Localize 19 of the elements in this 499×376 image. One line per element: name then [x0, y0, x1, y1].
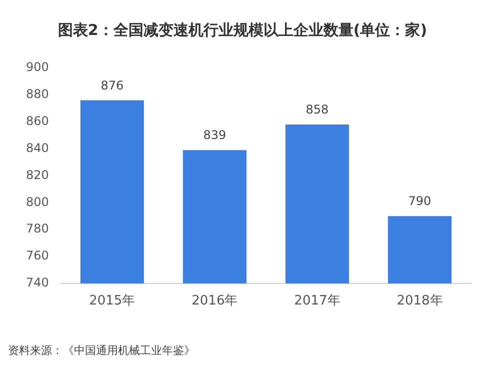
- y-tick-label: 820: [26, 168, 49, 182]
- x-tick-label: 2018年: [396, 294, 443, 309]
- y-tick-label: 880: [26, 87, 49, 102]
- x-tick-label: 2015年: [89, 294, 136, 309]
- y-tick-label: 860: [26, 114, 49, 128]
- y-tick-label: 900: [26, 60, 49, 74]
- y-tick-label: 800: [26, 194, 49, 209]
- y-tick-label: 840: [26, 140, 49, 155]
- data-label: 839: [203, 128, 226, 142]
- data-label: 790: [408, 194, 432, 208]
- x-tick-label: 2016年: [192, 294, 238, 309]
- y-tick-label: 740: [26, 276, 49, 290]
- y-tick-label: 760: [26, 248, 49, 263]
- text: 资料来源：《中国通用机械工业年鉴》: [8, 343, 196, 358]
- y-tick-label: 780: [26, 222, 49, 236]
- data-label: 858: [306, 102, 329, 117]
- data-label: 876: [100, 78, 124, 92]
- x-tick-label: 2017年: [294, 294, 340, 309]
- chart-title: 图表2：全国减变速机行业规模以上企业数量(单位：家): [58, 20, 428, 39]
